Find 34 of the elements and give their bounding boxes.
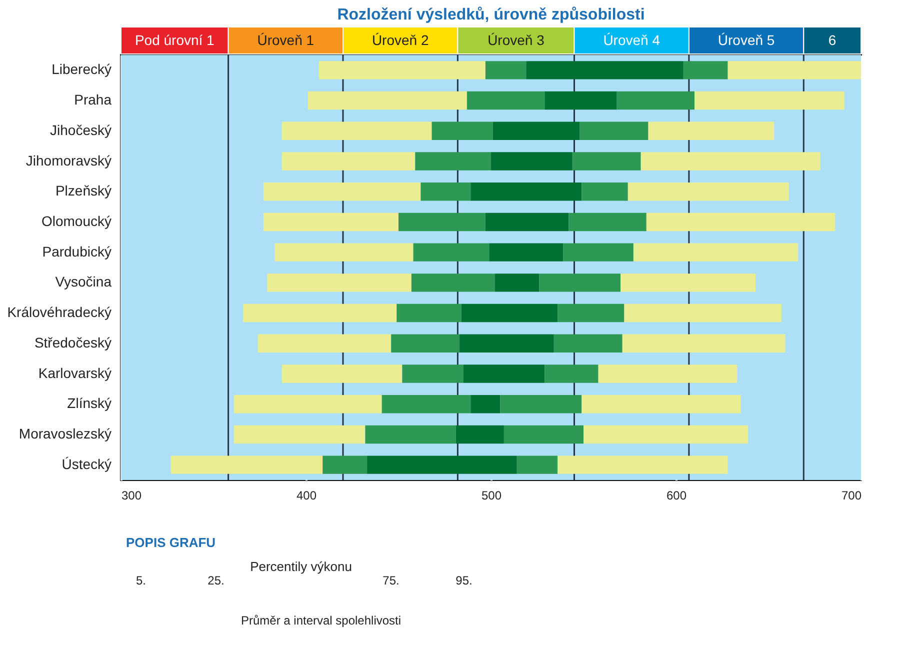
band-label: Pod úrovní 1: [134, 32, 215, 48]
y-tick-label: Jihočeský: [50, 122, 112, 138]
y-tick-label: Pardubický: [42, 243, 112, 260]
band-label: Úroveň 4: [603, 32, 660, 48]
text: 75.: [382, 573, 400, 588]
band-label: Úroveň 5: [718, 32, 775, 48]
text: 5.: [136, 573, 146, 588]
x-tick-label: 700: [841, 488, 862, 502]
text: POPIS GRAFU: [126, 534, 216, 550]
y-tick-label: Královéhradecký: [7, 304, 112, 320]
band-label: 6: [828, 32, 836, 48]
y-tick-label: Olomoucký: [41, 212, 112, 229]
x-tick-label: 400: [296, 488, 317, 502]
y-tick-label: Vysočina: [55, 274, 112, 290]
y-tick-label: Plzeňský: [55, 182, 112, 199]
band-label: Úroveň 2: [372, 32, 429, 48]
y-tick-label: Moravoslezský: [18, 425, 112, 442]
y-tick-label: Zlínský: [67, 395, 112, 412]
x-tick-label: 300: [122, 488, 142, 502]
text: Percentily výkonu: [250, 559, 352, 574]
y-tick-label: Jihomoravský: [26, 152, 112, 168]
y-tick-label: Ústecký: [62, 456, 112, 472]
band-label: Úroveň 1: [257, 32, 314, 48]
band-label: Úroveň 3: [488, 32, 545, 48]
y-tick-label: Středočeský: [34, 334, 112, 350]
y-tick-label: Praha: [74, 92, 112, 108]
x-tick-label: 500: [481, 488, 502, 502]
text: 25.: [208, 573, 224, 588]
text: Průměr a interval spolehlivosti: [240, 614, 402, 628]
y-tick-label: Karlovarský: [38, 364, 112, 381]
x-tick-label: 600: [666, 488, 687, 502]
y-tick-label: Liberecký: [52, 61, 112, 78]
text: 95.: [456, 573, 472, 588]
chart-title: Rozložení výsledků, úrovně způsobilosti: [337, 6, 645, 24]
